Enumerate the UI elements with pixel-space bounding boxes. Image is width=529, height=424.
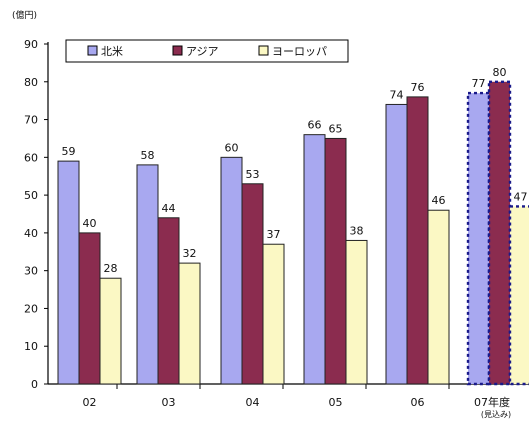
y-tick-label: 90 [24,38,38,51]
x-tick-label: 03 [162,396,176,409]
bar-europe-4 [427,209,450,385]
legend-label-1: アジア [186,45,219,58]
data-label: 40 [83,217,97,230]
data-label: 74 [390,88,404,101]
y-tick-label: 30 [24,265,38,278]
x-tick-label: 06 [411,396,425,409]
data-label: 59 [62,145,76,158]
data-label: 44 [162,202,176,215]
bar-north-america-5 [466,91,491,386]
y-tick-label: 40 [24,227,38,240]
y-tick-label: 60 [24,151,38,164]
y-tick-label: 0 [31,378,38,391]
legend-label-0: 北米 [101,45,123,58]
data-label: 58 [141,149,155,162]
bar-asia-5 [487,80,512,386]
y-tick-label: 20 [24,302,38,315]
bar-europe-3 [345,239,368,385]
bar-north-america-1 [136,164,159,385]
bar-north-america-4 [385,103,408,385]
legend-label-2: ヨーロッパ [272,45,327,58]
data-label: 38 [350,224,364,237]
x-tick-label: 02 [83,396,97,409]
y-tick-label: 50 [24,189,38,202]
data-label: 47 [514,190,528,203]
data-label: 32 [183,247,197,260]
y-tick-label: 70 [24,114,38,127]
data-label: 60 [225,141,239,154]
data-label: 77 [472,77,486,90]
bar-europe-0 [99,277,122,385]
data-label: 65 [329,122,343,135]
legend-swatch-0 [87,45,98,56]
x-tick-label: 04 [246,396,260,409]
data-label: 46 [432,194,446,207]
x-tick-label: 05 [329,396,343,409]
x-tick-note: (見込み) [481,410,511,419]
bar-asia-1 [157,217,180,385]
bar-europe-2 [262,243,285,385]
bar-asia-0 [78,232,101,385]
legend-swatch-2 [258,45,269,56]
legend-box [65,39,349,63]
unit-label: (億円) [12,9,37,21]
bar-north-america-2 [220,156,243,385]
bar-asia-2 [241,183,264,385]
data-label: 66 [308,119,322,132]
bar-europe-5 [508,205,529,386]
y-tick-label: 80 [24,76,38,89]
legend-swatch-1 [172,45,183,56]
data-label: 76 [411,81,425,94]
bar-asia-3 [324,137,347,385]
data-label: 80 [493,66,507,79]
bar-europe-1 [178,262,201,385]
x-tick-label: 07年度 [474,395,510,409]
data-label: 28 [104,262,118,275]
bar-north-america-3 [303,134,326,385]
data-label: 37 [267,228,281,241]
bar-north-america-0 [57,160,80,385]
bar-asia-4 [406,96,429,385]
y-tick-label: 10 [24,340,38,353]
data-label: 53 [246,168,260,181]
